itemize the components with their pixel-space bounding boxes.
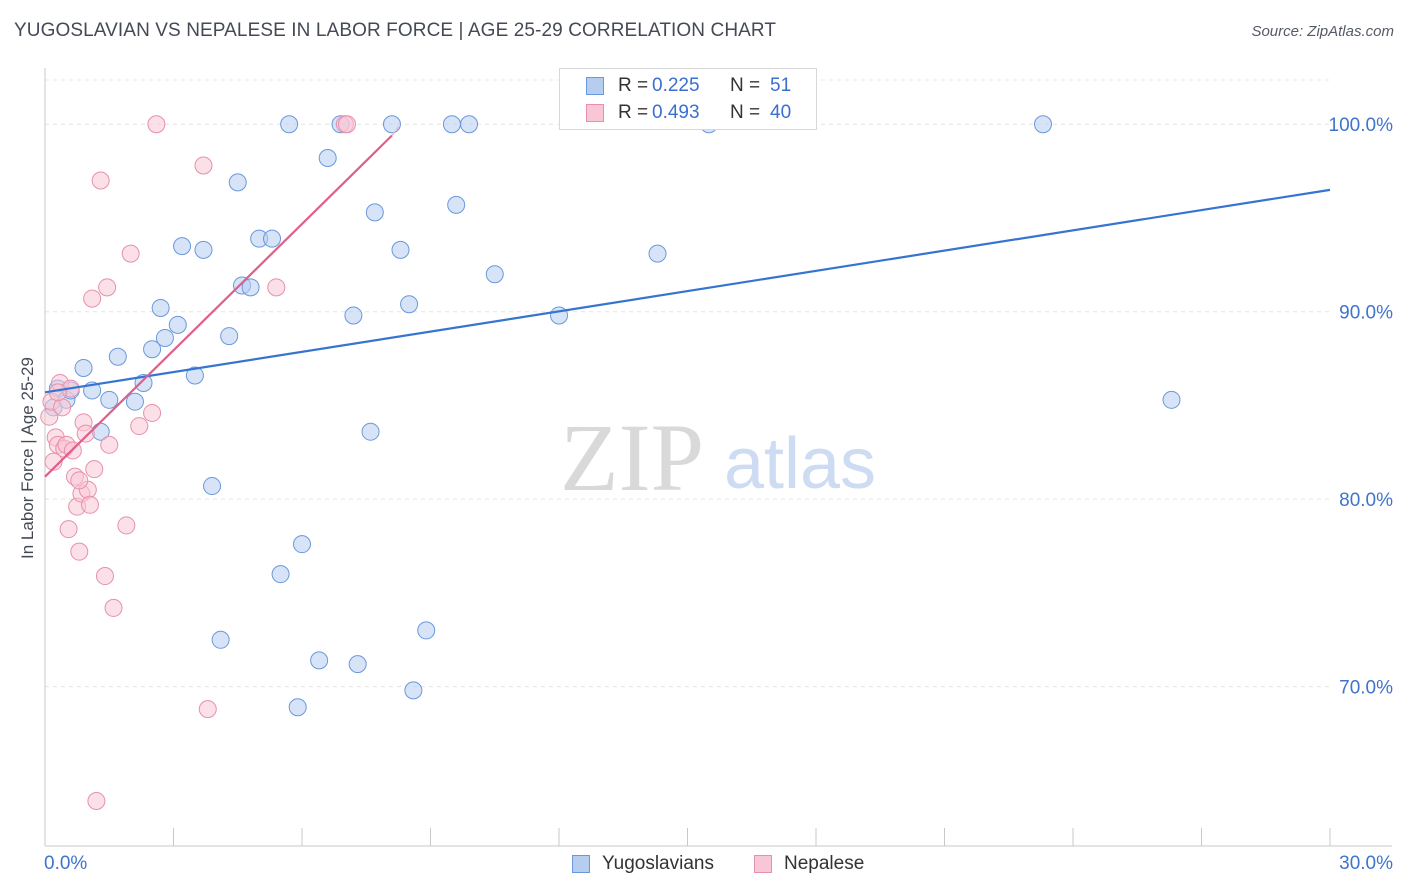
chart-source: Source: ZipAtlas.com bbox=[1251, 23, 1394, 40]
yugoslavians-point bbox=[263, 229, 282, 248]
legend-label: Yugoslavians bbox=[602, 853, 714, 874]
y-tick-label: 100.0% bbox=[1329, 115, 1394, 136]
yugoslavians-point bbox=[241, 278, 260, 297]
nepalese-trendline bbox=[44, 134, 393, 478]
nepalese-point bbox=[104, 598, 123, 617]
nepalese-point bbox=[70, 471, 89, 490]
yugoslavians-point bbox=[155, 328, 174, 347]
yugoslavians-point bbox=[400, 295, 419, 314]
nepalese-point bbox=[70, 542, 89, 561]
yugoslavians-point bbox=[288, 698, 307, 717]
yugoslavians-point bbox=[648, 244, 667, 263]
yugoslavians-point bbox=[1162, 390, 1181, 409]
yugoslavians-point bbox=[365, 203, 384, 222]
x-tick-label: 0.0% bbox=[44, 853, 87, 874]
r-label: R = bbox=[618, 102, 649, 123]
yugoslavians-point bbox=[203, 477, 222, 496]
nepalese-point bbox=[91, 171, 110, 190]
r-value: 0.225 bbox=[652, 75, 700, 96]
yugoslavians-point bbox=[382, 115, 401, 134]
yugoslavians-point bbox=[211, 630, 230, 649]
yugoslavians-point bbox=[228, 173, 247, 192]
nepalese-point bbox=[87, 792, 106, 811]
nepalese-point bbox=[267, 278, 286, 297]
nepalese-point bbox=[143, 403, 162, 422]
y-tick-label: 80.0% bbox=[1339, 490, 1393, 511]
yugoslavians-point bbox=[293, 535, 311, 554]
nepalese-point bbox=[198, 700, 217, 719]
nepalese-point bbox=[98, 278, 117, 297]
nepalese-point bbox=[100, 435, 119, 454]
yugoslavians-point bbox=[220, 327, 239, 346]
yugoslavians-point bbox=[442, 115, 461, 134]
n-label: N = bbox=[730, 102, 761, 123]
yugoslavians-point bbox=[1034, 115, 1053, 134]
yugoslavians-point bbox=[271, 565, 290, 584]
yugoslavians-point bbox=[108, 347, 127, 366]
r-label: R = bbox=[618, 75, 649, 96]
nepalese-point bbox=[121, 244, 140, 263]
yugoslavians-point bbox=[344, 306, 363, 325]
yugoslavians-point bbox=[168, 315, 187, 334]
y-tick-label: 70.0% bbox=[1339, 678, 1393, 699]
stats-legend: R = 0.225 N = 51 R = 0.493 N = 40 bbox=[559, 68, 817, 130]
r-value: 0.493 bbox=[652, 102, 700, 123]
legend-label: Nepalese bbox=[784, 853, 865, 874]
watermark-atlas: atlas bbox=[724, 424, 876, 504]
yugoslavians-point bbox=[125, 392, 144, 411]
yugoslavians-point bbox=[151, 298, 170, 317]
yugoslavians-point bbox=[185, 366, 204, 385]
yugoslavians-point bbox=[391, 240, 410, 259]
nepalese-point bbox=[194, 156, 213, 175]
yugoslavians-point bbox=[318, 148, 337, 167]
n-value: 51 bbox=[770, 75, 792, 96]
n-value: 40 bbox=[770, 102, 792, 123]
yugoslavians-point bbox=[310, 651, 329, 670]
nepalese-legend-swatch bbox=[754, 855, 772, 873]
nepalese-point bbox=[117, 516, 136, 535]
yugoslavians-point bbox=[173, 237, 192, 256]
nepalese-point bbox=[76, 424, 95, 443]
yugoslavians-point bbox=[143, 340, 162, 359]
yugoslavians-point bbox=[194, 240, 213, 259]
nepalese-swatch bbox=[586, 104, 604, 122]
yugoslavians-point bbox=[348, 655, 367, 674]
x-tick-label: 30.0% bbox=[1339, 853, 1393, 874]
n-label: N = bbox=[730, 75, 761, 96]
nepalese-point bbox=[85, 460, 104, 479]
chart-title: YUGOSLAVIAN VS NEPALESE IN LABOR FORCE |… bbox=[14, 20, 777, 41]
yugoslavians-point bbox=[280, 115, 299, 134]
nepalese-point bbox=[95, 567, 114, 586]
yugoslavians-point bbox=[134, 373, 153, 392]
nepalese-point bbox=[80, 495, 99, 514]
yugoslavians-point bbox=[447, 195, 466, 214]
yugoslavians-trendline bbox=[44, 188, 1331, 394]
nepalese-point bbox=[59, 520, 78, 539]
yugoslavians-point bbox=[100, 390, 119, 409]
nepalese-trendline-extension bbox=[391, 123, 402, 136]
yugoslavians-legend-swatch bbox=[572, 855, 590, 873]
yugoslavians-point bbox=[460, 115, 479, 134]
nepalese-point bbox=[44, 452, 63, 471]
yugoslavians-point bbox=[74, 358, 93, 377]
nepalese-point bbox=[83, 289, 102, 308]
yugoslavians-swatch bbox=[586, 77, 604, 95]
nepalese-point bbox=[53, 398, 72, 417]
y-tick-label: 90.0% bbox=[1339, 303, 1393, 324]
nepalese-point bbox=[147, 115, 166, 134]
nepalese-point bbox=[337, 115, 356, 134]
yugoslavians-point bbox=[485, 265, 504, 284]
nepalese-point bbox=[130, 417, 149, 436]
yugoslavians-point bbox=[404, 681, 423, 700]
yugoslavians-point bbox=[361, 422, 380, 441]
watermark-zip: ZIP bbox=[560, 404, 704, 511]
yugoslavians-point bbox=[417, 621, 436, 640]
